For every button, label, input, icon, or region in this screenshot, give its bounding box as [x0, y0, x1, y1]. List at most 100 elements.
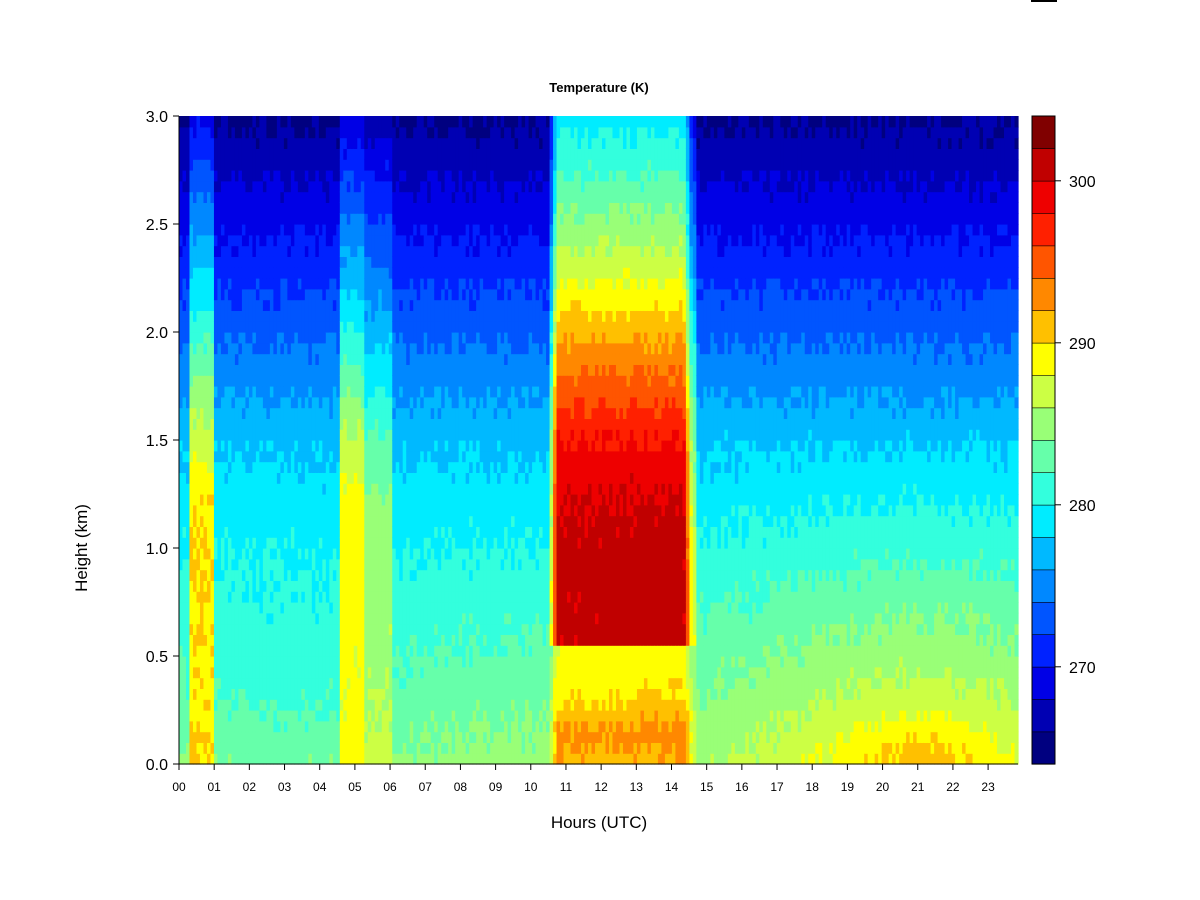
heatmap-cell — [395, 278, 400, 290]
heatmap-cell — [392, 580, 397, 592]
heatmap-cell — [448, 742, 453, 754]
heatmap-cell — [185, 159, 191, 171]
heatmap-cell — [280, 677, 285, 689]
heatmap-cell — [210, 407, 215, 419]
heatmap-cell — [245, 731, 250, 743]
heatmap-cell — [308, 548, 313, 560]
heatmap-cell — [409, 202, 414, 214]
heatmap-cell — [269, 407, 274, 419]
heatmap-cell — [378, 148, 383, 160]
heatmap-cell — [357, 321, 362, 333]
heatmap-cell — [224, 612, 229, 625]
heatmap-cell — [217, 256, 222, 268]
heatmap-cell — [434, 126, 439, 139]
heatmap-cell — [367, 245, 372, 257]
heatmap-cell — [343, 548, 348, 560]
heatmap-cell — [315, 224, 320, 236]
heatmap-cell — [203, 234, 208, 247]
heatmap-cell — [241, 364, 247, 376]
heatmap-cell — [322, 483, 327, 495]
heatmap-cell — [451, 526, 456, 538]
heatmap-cell — [406, 148, 411, 160]
heatmap-cell — [231, 180, 236, 193]
heatmap-cell — [444, 418, 449, 430]
heatmap-cell — [280, 591, 285, 603]
heatmap-cell — [245, 418, 250, 430]
heatmap-cell — [448, 191, 453, 203]
heatmap-cell — [192, 353, 198, 365]
heatmap-cell — [179, 267, 184, 279]
heatmap-cell — [231, 645, 236, 657]
heatmap-cell — [294, 278, 299, 290]
heatmap-cell — [409, 472, 414, 484]
heatmap-cell — [364, 418, 369, 430]
heatmap-cell — [199, 472, 205, 484]
heatmap-cell — [238, 364, 243, 376]
heatmap-cell — [280, 688, 285, 700]
heatmap-cell — [402, 245, 407, 257]
heatmap-cell — [325, 504, 330, 517]
heatmap-cell — [283, 677, 288, 689]
heatmap-cell — [203, 580, 208, 592]
heatmap-cell — [434, 558, 439, 571]
heatmap-cell — [213, 472, 219, 484]
heatmap-cell — [262, 515, 267, 527]
heatmap-cell — [402, 180, 407, 193]
heatmap-cell — [448, 753, 453, 765]
heatmap-cell — [343, 526, 348, 538]
heatmap-cell — [329, 170, 334, 182]
heatmap-cell — [283, 202, 288, 214]
heatmap-cell — [189, 461, 194, 473]
heatmap-cell — [448, 580, 453, 592]
heatmap-cell — [402, 472, 407, 484]
heatmap-cell — [395, 429, 400, 441]
heatmap-cell — [423, 580, 428, 592]
heatmap-cell — [402, 720, 407, 733]
heatmap-cell — [241, 526, 247, 538]
heatmap-cell — [332, 364, 337, 376]
heatmap-cell — [336, 191, 341, 203]
heatmap-cell — [343, 710, 348, 722]
heatmap-cell — [280, 634, 285, 646]
heatmap-cell — [395, 710, 400, 722]
heatmap-cell — [423, 137, 428, 149]
heatmap-cell — [227, 159, 233, 171]
heatmap-cell — [318, 677, 323, 689]
heatmap-cell — [182, 537, 187, 549]
heatmap-cell — [245, 278, 250, 290]
heatmap-cell — [427, 602, 432, 614]
heatmap-cell — [304, 267, 309, 279]
heatmap-cell — [224, 537, 229, 549]
heatmap-cell — [210, 429, 215, 441]
heatmap-cell — [357, 494, 362, 506]
heatmap-cell — [451, 558, 456, 571]
heatmap-cell — [399, 612, 404, 625]
heatmap-cell — [413, 234, 418, 247]
heatmap-cell — [280, 234, 285, 247]
heatmap-cell — [322, 634, 327, 646]
heatmap-cell — [308, 720, 313, 733]
heatmap-cell — [332, 580, 337, 592]
heatmap-cell — [420, 126, 425, 139]
heatmap-cell — [304, 310, 309, 322]
heatmap-cell — [437, 332, 442, 344]
heatmap-cell — [329, 418, 334, 430]
heatmap-cell — [346, 742, 351, 754]
heatmap-cell — [325, 450, 330, 463]
heatmap-cell — [427, 288, 432, 301]
heatmap-cell — [269, 472, 274, 484]
heatmap-cell — [444, 623, 449, 635]
heatmap-cell — [179, 569, 184, 581]
heatmap-cell — [388, 753, 393, 765]
heatmap-cell — [220, 558, 226, 571]
heatmap-cell — [399, 180, 404, 193]
heatmap-cell — [213, 267, 219, 279]
heatmap-cell — [458, 353, 463, 365]
heatmap-cell — [280, 159, 285, 171]
heatmap-cell — [213, 256, 219, 268]
heatmap-cell — [290, 537, 295, 549]
heatmap-cell — [301, 310, 306, 322]
heatmap-cell — [290, 753, 295, 765]
heatmap-cell — [315, 666, 320, 679]
heatmap-cell — [287, 537, 292, 549]
